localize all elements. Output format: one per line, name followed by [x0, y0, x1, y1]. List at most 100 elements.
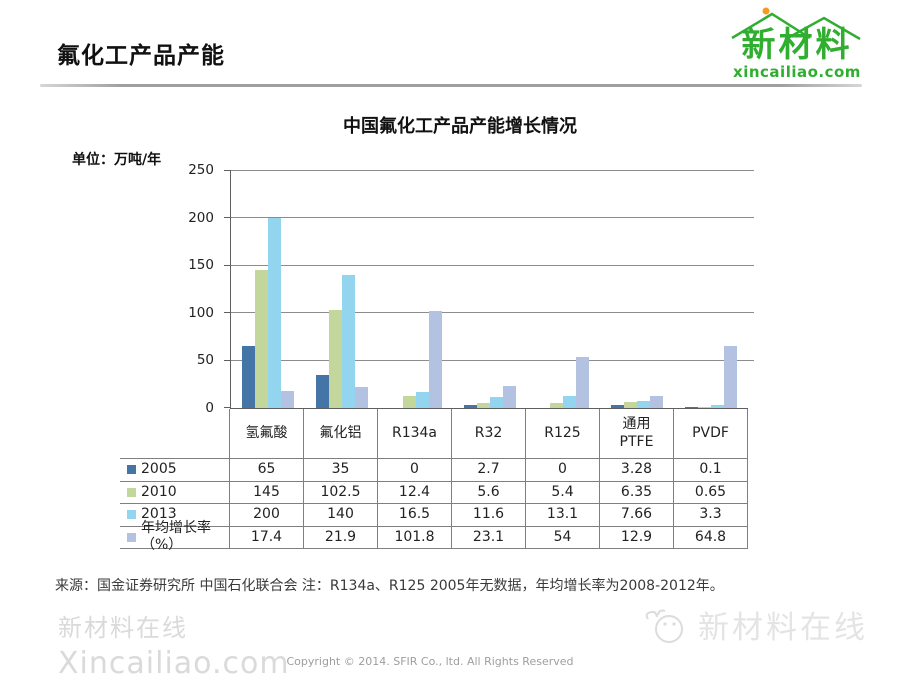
source-note: 来源：国金证券研究所 中国石化联合会 注：R134a、R125 2005年无数据… [55, 578, 724, 594]
bar-年均增长率（%）-氢氟酸 [280, 391, 294, 408]
y-axis-tick-label: 0 [205, 400, 214, 416]
xincailiao-logo: 新材料 xincailiao.com [722, 4, 872, 84]
axis-tick [748, 359, 754, 361]
y-axis-labels: 0 50 100 150 200 250 [158, 162, 222, 416]
table-cell: 6.35 [600, 481, 674, 504]
watermark-left-en: Xincailiao.com [58, 646, 290, 675]
bar-年均增长率（%）-R134a [428, 311, 442, 408]
bar-2013-氟化铝 [341, 274, 355, 408]
bar-2013-R32 [489, 396, 503, 408]
bar-group-通用PTFE [600, 170, 674, 408]
table-cell: 0 [526, 459, 600, 482]
gridline [231, 312, 748, 314]
bar-group-氢氟酸 [231, 170, 305, 408]
series-name: 2005 [141, 461, 177, 477]
mountain-roof-icon [731, 7, 861, 40]
bar-2010-通用PTFE [624, 401, 638, 408]
axis-tick [748, 169, 754, 171]
bar-2005-PVDF [685, 407, 699, 408]
axis-tick [748, 264, 754, 266]
bar-2010-R134a [402, 396, 416, 408]
axis-tick [224, 312, 230, 314]
bar-年均增长率（%）-通用PTFE [650, 395, 664, 408]
bar-2005-氟化铝 [315, 374, 329, 408]
table-cell: 0.65 [674, 481, 748, 504]
table-cell: 17.4 [230, 526, 304, 549]
table-row-label: 2005 [120, 459, 230, 482]
series-name: 年均增长率（%） [141, 519, 211, 554]
y-axis-tick-label: 200 [188, 209, 214, 226]
plot-area [224, 169, 754, 409]
table-row-label: 2010 [120, 481, 230, 504]
bar-2013-通用PTFE [637, 400, 651, 408]
axis-tick [224, 169, 230, 171]
table-cell: 5.6 [452, 481, 526, 504]
series-name: 2010 [141, 483, 177, 500]
bar-2005-氢氟酸 [241, 346, 255, 408]
table-cell: 12.4 [378, 481, 452, 504]
mascot-face-icon [645, 609, 683, 643]
table-cell: 23.1 [452, 526, 526, 549]
page-title: 氟化工产品产能 [57, 43, 225, 69]
table-cell: 140 [304, 504, 378, 527]
table-cell: 0.1 [674, 459, 748, 482]
axis-tick [224, 359, 230, 361]
table-header-cell: PVDF [674, 409, 748, 459]
table-cell: 145 [230, 481, 304, 504]
table-cell: 0 [378, 459, 452, 482]
bar-年均增长率（%）-R125 [576, 356, 590, 408]
table-row-label: 年均增长率（%） [120, 520, 230, 553]
bar-2013-R125 [563, 395, 577, 408]
axis-tick [224, 264, 230, 266]
logo-text: 新材料 [741, 25, 853, 65]
y-axis-tick-label: 250 [188, 162, 214, 178]
bar-groups [231, 170, 748, 408]
table-cell: 101.8 [378, 526, 452, 549]
bar-group-PVDF [674, 170, 748, 408]
table-corner-cell [120, 409, 230, 459]
table-cell: 3.28 [600, 459, 674, 482]
y-axis-tick-label: 100 [188, 304, 214, 321]
series-name: 2013 [141, 506, 177, 522]
bar-年均增长率（%）-PVDF [724, 346, 738, 408]
table-cell: 65 [230, 459, 304, 482]
flame-dot-icon [762, 7, 770, 15]
bar-2013-R134a [415, 392, 429, 408]
gridline [231, 217, 748, 219]
y-axis-tick-label: 50 [196, 352, 214, 369]
table-cell: 35 [304, 459, 378, 482]
bar-group-氟化铝 [305, 170, 379, 408]
table-cell: 7.66 [600, 504, 674, 527]
table-header-cell: R125 [526, 409, 600, 459]
table-header-cell: R32 [452, 409, 526, 459]
table-cell: 5.4 [526, 481, 600, 504]
table-cell: 64.8 [674, 526, 748, 549]
bar-年均增长率（%）-氟化铝 [354, 387, 368, 408]
bar-2005-通用PTFE [611, 404, 625, 408]
axis-tick [748, 312, 754, 314]
table-cell: 16.5 [378, 504, 452, 527]
table-cell: 3.3 [674, 504, 748, 527]
axis-tick [224, 407, 230, 408]
y-axis-tick-label: 150 [188, 257, 214, 274]
legend-swatch [127, 487, 136, 497]
axis-tick [224, 217, 230, 219]
gridline [231, 169, 748, 171]
table-header-cell: 氢氟酸 [230, 409, 304, 459]
logo-domain: xincailiao.com [733, 63, 861, 81]
chart-title: 中国氟化工产品产能增长情况 [343, 116, 577, 137]
legend-swatch [127, 532, 136, 542]
bar-group-R32 [453, 170, 527, 408]
gridline [231, 359, 748, 361]
bar-2010-R32 [476, 402, 490, 408]
bar-group-R134a [379, 170, 453, 408]
watermark-left-cn: 新材料在线 [58, 614, 188, 642]
table-cell: 13.1 [526, 504, 600, 527]
gridline [231, 264, 748, 266]
table-cell: 11.6 [452, 504, 526, 527]
table-cell: 21.9 [304, 526, 378, 549]
bar-2013-氢氟酸 [267, 217, 281, 408]
table-cell: 102.5 [304, 481, 378, 504]
bar-group-R125 [526, 170, 600, 408]
